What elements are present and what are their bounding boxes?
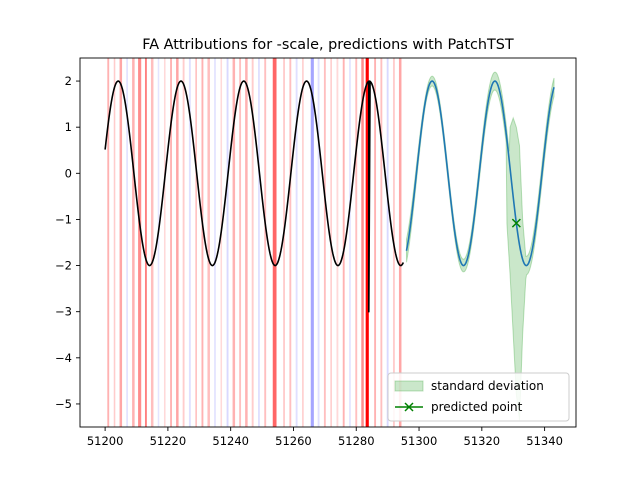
attribution-band-39: [361, 58, 364, 427]
y-tick-label-2: 2: [65, 74, 72, 88]
attribution-band-22: [245, 58, 248, 427]
legend-label-1: predicted point: [431, 400, 523, 414]
attribution-band-17: [214, 58, 216, 427]
attribution-band-16: [207, 58, 210, 427]
attribution-band-19: [226, 58, 229, 427]
attribution-band-23: [251, 58, 254, 427]
x-tick-label-51340: 51340: [526, 434, 563, 448]
attribution-band-42: [380, 58, 383, 427]
attribution-band-27: [283, 58, 285, 427]
attribution-band-37: [349, 58, 351, 427]
attribution-band-40: [365, 58, 369, 427]
attribution-band-29: [295, 58, 298, 427]
attribution-band-38: [355, 58, 358, 427]
attribution-band-24: [257, 58, 260, 427]
x-tick-label-51320: 51320: [464, 434, 501, 448]
y-tick-label--4: −4: [55, 351, 72, 365]
attribution-band-15: [201, 58, 204, 427]
axes: 51200 51220 51240 51260 51280 51300 51320 51340…: [55, 57, 577, 448]
y-tick-label--5: −5: [55, 397, 72, 411]
attribution-band-45: [398, 58, 402, 427]
attribution-band-6: [144, 58, 147, 427]
x-tick-label-51300: 51300: [401, 434, 438, 448]
attribution-band-11: [176, 58, 179, 427]
attribution-bands: [107, 58, 402, 427]
legend-label-0: standard deviation: [431, 379, 544, 393]
plot-frame: [79, 57, 577, 428]
legend-box: [387, 372, 570, 422]
attribution-band-41: [374, 58, 377, 427]
legend-swatch-x: [404, 402, 414, 412]
history-line: [104, 80, 405, 313]
attribution-band-2: [119, 58, 123, 427]
attribution-band-36: [342, 58, 345, 427]
legend-swatch-std: [394, 380, 424, 392]
predicted-point-layer: [511, 218, 521, 228]
y-tick-label--3: −3: [55, 305, 72, 319]
x-tick-label-51260: 51260: [275, 434, 312, 448]
y-tick-label-0: 0: [65, 166, 72, 180]
x-tick-label-51280: 51280: [338, 434, 375, 448]
attribution-band-8: [157, 58, 160, 427]
attribution-band-7: [150, 58, 154, 427]
x-tick-label-51240: 51240: [212, 434, 249, 448]
x-tick-label-51220: 51220: [150, 434, 187, 448]
standard-deviation-band: [405, 71, 555, 421]
std-band-fill: [405, 71, 555, 421]
chart-title: FA Attributions for -scale, predictions …: [142, 37, 514, 53]
attribution-band-43: [386, 58, 389, 427]
attribution-band-9: [163, 58, 166, 427]
y-tick-label-1: 1: [65, 120, 72, 134]
attribution-band-1: [113, 58, 116, 427]
series-lines: [104, 80, 555, 313]
attribution-band-18: [220, 58, 223, 427]
y-tick-label--2: −2: [55, 259, 72, 273]
attribution-band-14: [195, 58, 197, 427]
x-tick-label-51200: 51200: [87, 434, 124, 448]
attribution-band-32: [317, 58, 320, 427]
attribution-band-30: [302, 58, 304, 427]
legend: standard deviation predicted point: [387, 372, 570, 422]
y-tick-label--1: −1: [55, 212, 72, 226]
attribution-band-3: [126, 58, 128, 427]
attribution-band-31: [310, 58, 314, 427]
attribution-band-35: [336, 58, 339, 427]
attribution-band-28: [289, 58, 292, 427]
attribution-band-10: [170, 58, 172, 427]
attribution-band-25: [264, 58, 267, 427]
attribution-band-21: [239, 58, 242, 427]
attribution-band-12: [182, 58, 185, 427]
attribution-band-13: [188, 58, 191, 427]
attribution-band-33: [323, 58, 326, 427]
attribution-band-4: [132, 58, 135, 427]
prediction-line: [405, 80, 555, 267]
attribution-band-26: [272, 58, 277, 427]
attribution-band-20: [232, 58, 236, 427]
predicted-point-marker: [511, 218, 521, 228]
attribution-band-0: [107, 58, 110, 427]
attribution-band-5: [138, 58, 142, 427]
